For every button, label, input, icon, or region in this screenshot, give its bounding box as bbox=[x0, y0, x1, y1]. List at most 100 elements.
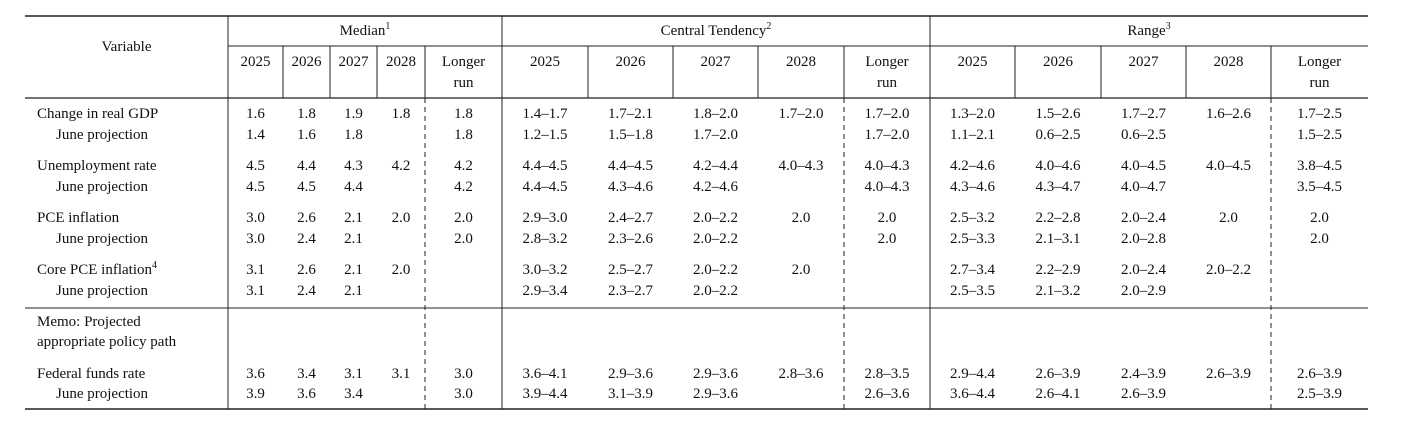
value-cell: 3.4 bbox=[344, 386, 363, 402]
value-cell: 1.7–2.0 bbox=[864, 127, 910, 143]
value-cell: 4.0–4.5 bbox=[1121, 158, 1166, 174]
value-cell: 1.4 bbox=[246, 127, 265, 143]
value-cell: 4.4 bbox=[344, 179, 363, 195]
year-header: 2028 bbox=[1213, 54, 1244, 70]
value-cell: 2.4 bbox=[297, 283, 316, 299]
value-cell: 2.0 bbox=[877, 210, 897, 226]
group-header: Median1 bbox=[228, 21, 502, 41]
value-cell: 2.1–3.2 bbox=[1035, 283, 1081, 299]
value-cell: 2.9–3.0 bbox=[522, 210, 568, 226]
value-cell: 3.6–4.4 bbox=[950, 386, 995, 402]
value-cell: 3.1 bbox=[391, 366, 411, 382]
value-cell: 1.6–2.6 bbox=[1206, 106, 1251, 122]
value-cell: 2.6–3.9 bbox=[1297, 366, 1342, 382]
value-cell: 1.9 bbox=[344, 106, 363, 122]
value-cell: 2.7–3.4 bbox=[950, 262, 995, 278]
longer-run-header: Longer run bbox=[1297, 54, 1342, 91]
row-label: Federal funds rate bbox=[37, 366, 146, 382]
value-cell: 2.5–3.5 bbox=[950, 283, 995, 299]
value-cell: 1.7–2.0 bbox=[693, 127, 738, 143]
value-cell: 2.4–3.9 bbox=[1121, 366, 1166, 382]
value-cell: 4.2–4.6 bbox=[693, 179, 738, 195]
value-cell: 4.2–4.6 bbox=[950, 158, 995, 174]
value-cell: 3.0 bbox=[454, 386, 473, 402]
value-cell: 4.3–4.6 bbox=[608, 179, 653, 195]
value-cell: 2.5–3.2 bbox=[950, 210, 995, 226]
longer-run-header: Longer run bbox=[865, 54, 909, 91]
row-label: PCE inflation bbox=[37, 210, 120, 226]
row-label: June projection bbox=[56, 127, 149, 143]
year-header: 2028 bbox=[386, 54, 416, 70]
value-cell: 2.1 bbox=[344, 283, 363, 299]
footnote-mark: 4 bbox=[152, 260, 157, 271]
value-cell: 4.4 bbox=[297, 158, 316, 174]
value-cell: 3.5–4.5 bbox=[1297, 179, 1342, 195]
value-cell: 2.6–4.1 bbox=[1035, 386, 1081, 402]
value-cell: 2.1–3.1 bbox=[1035, 231, 1081, 247]
value-cell: 4.0–4.5 bbox=[1206, 158, 1251, 174]
value-cell: 3.1 bbox=[246, 262, 265, 278]
row-label: Core PCE inflation4 bbox=[37, 260, 157, 279]
value-cell: 2.6 bbox=[297, 262, 316, 278]
value-cell: 2.9–3.6 bbox=[608, 366, 653, 382]
value-cell: 3.6 bbox=[297, 386, 316, 402]
value-cell: 2.0–2.2 bbox=[1206, 262, 1251, 278]
row-label: June projection bbox=[56, 179, 149, 195]
year-header: 2025 bbox=[957, 54, 988, 70]
year-header: 2027 bbox=[1128, 54, 1159, 70]
value-cell: 3.0 bbox=[246, 210, 265, 226]
value-cell: 2.0 bbox=[1310, 210, 1329, 226]
value-cell: 4.2 bbox=[454, 179, 473, 195]
value-cell: 4.2–4.4 bbox=[693, 158, 738, 174]
value-cell: 2.0–2.4 bbox=[1121, 210, 1166, 226]
value-cell: 2.1 bbox=[344, 210, 363, 226]
value-cell: 3.4 bbox=[297, 366, 316, 382]
value-cell: 1.6 bbox=[246, 106, 265, 122]
value-cell: 2.5–3.3 bbox=[950, 231, 995, 247]
value-cell: 4.4–4.5 bbox=[522, 158, 568, 174]
value-cell: 2.3–2.7 bbox=[608, 283, 653, 299]
value-cell: 2.0–2.2 bbox=[693, 262, 738, 278]
value-cell: 2.2–2.8 bbox=[1035, 210, 1081, 226]
value-cell: 2.9–3.4 bbox=[522, 283, 568, 299]
value-cell: 4.2 bbox=[391, 158, 411, 174]
value-cell: 3.0 bbox=[454, 366, 473, 382]
value-cell: 4.4–4.5 bbox=[522, 179, 568, 195]
value-cell: 2.6–3.9 bbox=[1035, 366, 1081, 382]
value-cell: 1.8–2.0 bbox=[693, 106, 738, 122]
value-cell: 1.3–2.0 bbox=[950, 106, 995, 122]
row-label: June projection bbox=[56, 283, 149, 299]
value-cell: 1.8 bbox=[454, 106, 473, 122]
value-cell: 0.6–2.5 bbox=[1035, 127, 1081, 143]
value-cell: 1.4–1.7 bbox=[522, 106, 568, 122]
footnote-mark: 2 bbox=[766, 21, 772, 32]
value-cell: 2.0 bbox=[391, 210, 411, 226]
value-cell: 2.0 bbox=[1219, 210, 1238, 226]
value-cell: 2.0 bbox=[791, 262, 811, 278]
variable-header: Variable bbox=[101, 39, 152, 55]
row-label: June projection bbox=[56, 386, 149, 402]
group-label: Median bbox=[339, 23, 386, 39]
year-header: 2025 bbox=[530, 54, 560, 70]
value-cell: 1.8 bbox=[391, 106, 411, 122]
group-label: Central Tendency bbox=[660, 23, 767, 39]
memo-label: Memo: Projected appropriate policy path bbox=[37, 314, 177, 350]
value-cell: 1.6 bbox=[297, 127, 316, 143]
value-cell: 4.3–4.6 bbox=[950, 179, 995, 195]
value-cell: 2.1 bbox=[344, 231, 363, 247]
value-cell: 2.0–2.8 bbox=[1121, 231, 1166, 247]
value-cell: 1.8 bbox=[454, 127, 473, 143]
year-header: 2028 bbox=[786, 54, 816, 70]
value-cell: 2.8–3.6 bbox=[778, 366, 824, 382]
value-cell: 2.6–3.6 bbox=[864, 386, 910, 402]
value-cell: 2.8–3.5 bbox=[864, 366, 910, 382]
value-cell: 1.8 bbox=[297, 106, 316, 122]
value-cell: 4.5 bbox=[297, 179, 316, 195]
value-cell: 1.5–2.5 bbox=[1297, 127, 1342, 143]
year-header: 2027 bbox=[700, 54, 731, 70]
value-cell: 2.0 bbox=[454, 231, 473, 247]
value-cell: 2.0 bbox=[1310, 231, 1329, 247]
group-label: Range bbox=[1127, 23, 1166, 39]
value-cell: 3.9 bbox=[246, 386, 265, 402]
